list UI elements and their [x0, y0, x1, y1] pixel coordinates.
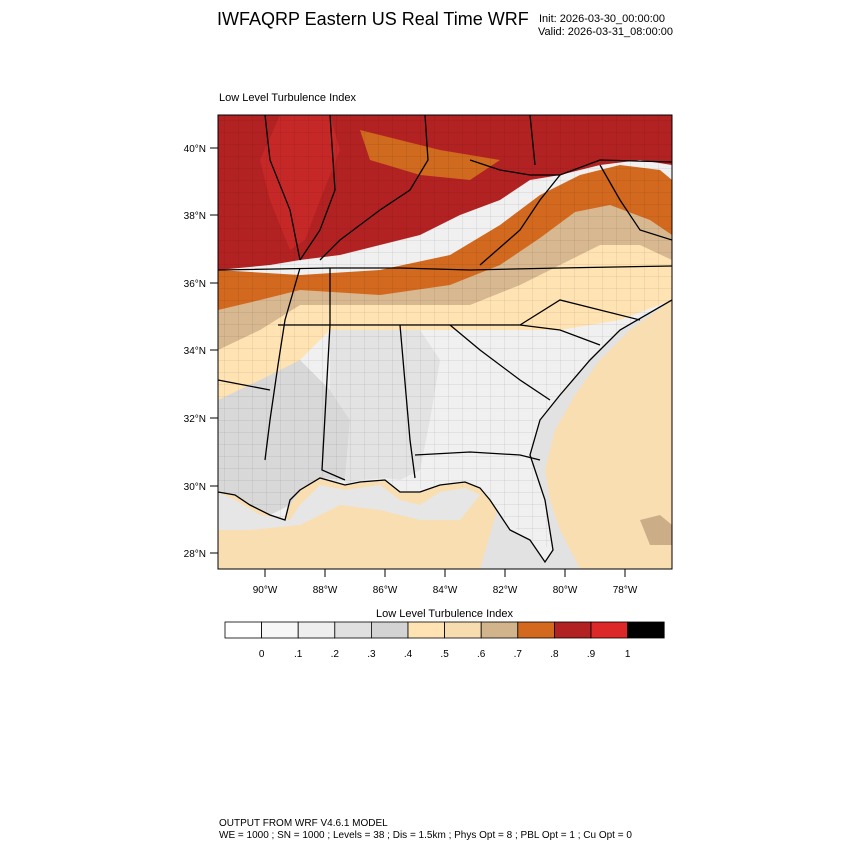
colorbar-swatch [261, 621, 299, 639]
colorbar-swatch [370, 621, 409, 639]
colorbar-label: .5 [440, 649, 449, 660]
colorbar-label: .6 [477, 649, 486, 660]
lon-label: 90°W [253, 585, 278, 596]
colorbar-label: .4 [403, 649, 413, 660]
colorbar [224, 621, 665, 639]
colorbar-swatch [480, 621, 519, 639]
lat-label: 34°N [184, 346, 206, 357]
footer-config: WE = 1000 ; SN = 1000 ; Levels = 38 ; Di… [219, 830, 632, 841]
footer-model: OUTPUT FROM WRF V4.6.1 MODEL [219, 818, 388, 829]
map-title: IWFAQRP Eastern US Real Time WRF [217, 9, 529, 29]
lon-label: 82°W [493, 585, 518, 596]
colorbar-label: 0 [258, 649, 265, 660]
valid-time: Valid: 2026-03-31_08:00:00 [538, 26, 673, 38]
lat-label: 30°N [184, 482, 206, 493]
ocean-brown-patch [640, 515, 672, 545]
lat-label: 28°N [184, 549, 206, 560]
colorbar-title: Low Level Turbulence Index [376, 608, 513, 620]
state-borders [218, 115, 672, 481]
colorbar-swatch [517, 621, 555, 639]
colorbar-swatch [590, 621, 628, 639]
colorbar-swatch [407, 621, 445, 639]
colorbar-label: .1 [294, 649, 303, 660]
colorbar-label: 1 [624, 649, 631, 660]
lat-label: 32°N [184, 414, 206, 425]
colorbar-swatch [334, 621, 372, 639]
init-time: Init: 2026-03-30_00:00:00 [539, 13, 665, 25]
lat-label: 38°N [184, 211, 206, 222]
colorbar-label: .2 [330, 649, 339, 660]
colorbar-label: .7 [513, 649, 522, 660]
lat-tick-marks [210, 147, 218, 554]
lat-label: 36°N [184, 279, 206, 290]
colorbar-swatch [224, 621, 262, 639]
colorbar-swatch [627, 621, 665, 639]
lon-label: 84°W [433, 585, 458, 596]
lon-label: 88°W [313, 585, 338, 596]
lat-labels: 40°N 38°N 36°N 34°N 32°N 30°N 28°N [184, 144, 206, 560]
colorbar-label: .8 [550, 649, 559, 660]
lon-label: 78°W [613, 585, 638, 596]
lon-tick-marks [264, 569, 626, 577]
lon-label: 86°W [373, 585, 398, 596]
lon-label: 80°W [553, 585, 578, 596]
colorbar-label: .9 [586, 649, 596, 660]
colorbar-swatch [554, 621, 592, 639]
lon-labels: 90°W 88°W 86°W 84°W 82°W 80°W 78°W [253, 585, 638, 596]
field-label: Low Level Turbulence Index [219, 92, 356, 104]
coastline [218, 299, 672, 564]
lat-label: 40°N [184, 144, 206, 155]
colorbar-swatch [444, 621, 482, 639]
colorbar-label: .3 [367, 649, 376, 660]
colorbar-swatch [297, 621, 336, 639]
map-plot-area [218, 115, 672, 569]
gulf-nearshore [218, 485, 480, 530]
county-lines [218, 115, 672, 550]
